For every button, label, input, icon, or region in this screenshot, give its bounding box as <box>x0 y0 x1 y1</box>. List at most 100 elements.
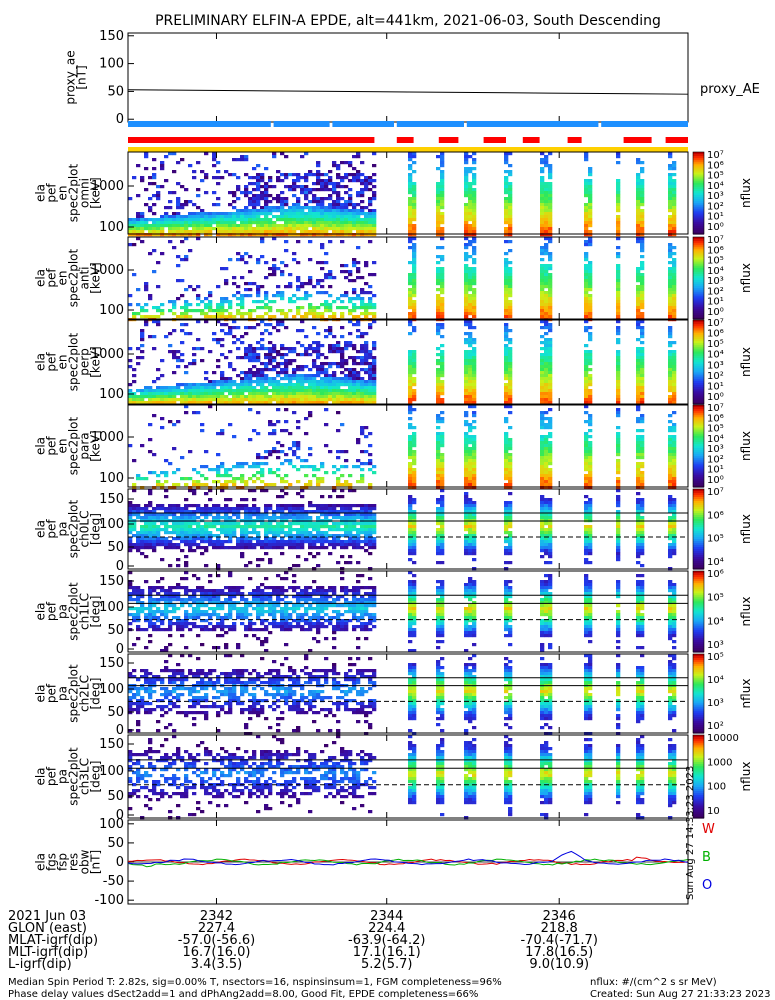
panel1-pixel <box>668 203 673 207</box>
panel2-pixel <box>472 267 477 271</box>
panel3-pixel <box>216 398 221 402</box>
panel5-pixel <box>132 522 137 526</box>
panel1-pixel <box>504 161 509 165</box>
panel5-pixel <box>132 510 137 514</box>
panel4-pixel <box>468 459 473 463</box>
panel2-pixel <box>548 294 553 298</box>
panel1-pixel <box>436 203 441 207</box>
panel5-pixel <box>192 528 197 532</box>
panel3-pixel <box>264 401 269 405</box>
panel3-pixel <box>336 401 341 405</box>
panel2-pixel <box>308 312 313 316</box>
panel3-pixel <box>212 392 217 396</box>
panel4-pixel <box>232 435 237 439</box>
panel4-pixel <box>252 465 257 469</box>
panel4-pixel <box>540 420 545 424</box>
panel5-pixel <box>272 534 277 538</box>
panel4-pixel <box>508 447 513 451</box>
panel5-pixel <box>268 525 273 529</box>
panel4-pixel <box>616 462 621 466</box>
panel1-pixel <box>224 215 229 219</box>
panel1-pixel <box>472 209 477 213</box>
panel4-colorbar-cell <box>693 407 704 410</box>
panel4-pixel <box>672 438 677 442</box>
panel3-pixel <box>360 398 365 402</box>
panel1-pixel <box>360 194 365 198</box>
panel4-pixel <box>588 474 593 478</box>
panel3-pixel <box>320 365 325 369</box>
panel1-pixel <box>172 152 177 156</box>
panel3-pixel <box>244 347 249 351</box>
panel3-pixel <box>248 356 253 360</box>
panel4-pixel <box>308 480 313 484</box>
panel2-pixel <box>636 312 641 316</box>
panel1-pixel <box>312 209 317 213</box>
panel2-pixel <box>504 276 509 280</box>
panel4-colorbar-cell <box>693 478 704 482</box>
panel1-pixel <box>328 182 333 186</box>
panel1-pixel <box>324 182 329 186</box>
panel3-pixel <box>128 398 133 402</box>
panel4-colorbar-label: 10⁶ <box>707 413 724 424</box>
panel3-pixel <box>256 392 261 396</box>
panel5-pixel <box>180 525 185 529</box>
panel1-pixel <box>616 197 621 201</box>
panel3-pixel <box>584 365 589 369</box>
panel3-pixel <box>540 356 545 360</box>
panel1-pixel <box>508 209 513 213</box>
panel1-pixel <box>616 152 621 156</box>
panel2-pixel <box>228 315 233 319</box>
panel1-pixel <box>156 224 161 228</box>
panel3-colorbar-cell <box>693 328 704 332</box>
panel2-pixel <box>220 297 225 301</box>
panel3-pixel <box>224 395 229 399</box>
panel2-colorbar-cell <box>693 292 704 295</box>
panel2-pixel <box>584 279 589 283</box>
panel2-pixel <box>548 303 553 307</box>
panel2-pixel <box>412 270 417 274</box>
panel1-pixel <box>472 167 477 171</box>
panel1-pixel <box>144 152 149 156</box>
panel2-pixel <box>264 294 269 298</box>
panel1-pixel <box>296 212 301 216</box>
panel4-pixel <box>268 420 273 424</box>
panel1-pixel <box>436 233 441 237</box>
panel3-pixel <box>352 362 357 366</box>
panel3-pixel <box>364 362 369 366</box>
panel1-pixel <box>264 200 269 204</box>
panel2-pixel <box>640 267 645 271</box>
panel1-pixel <box>232 200 237 204</box>
panel1-pixel <box>356 215 361 219</box>
panel2-pixel <box>224 300 229 304</box>
panel1-pixel <box>668 224 673 228</box>
panel3-pixel <box>544 359 549 363</box>
panel2-pixel <box>544 249 549 253</box>
panel2-pixel <box>468 303 473 307</box>
panel1-pixel <box>192 218 197 222</box>
panel4-pixel <box>472 474 477 478</box>
panel3-pixel <box>148 335 153 339</box>
panel1-pixel <box>272 185 277 189</box>
panel5-pixel <box>276 495 281 499</box>
panel4-pixel <box>540 471 545 475</box>
panel4-pixel <box>672 435 677 439</box>
panel1-pixel <box>588 203 593 207</box>
panel3-pixel <box>328 380 333 384</box>
panel5-pixel <box>172 510 177 514</box>
panel3-pixel <box>364 395 369 399</box>
panel1-pixel <box>196 221 201 225</box>
panel2-pixel <box>640 303 645 307</box>
panel1-pixel <box>436 194 441 198</box>
panel3-pixel <box>672 386 677 390</box>
panel1-pixel <box>368 176 373 180</box>
panel4-pixel <box>132 459 137 463</box>
panel2-colorbar-label: 10⁶ <box>707 245 724 256</box>
panel3-pixel <box>324 329 329 333</box>
panel2-pixel <box>224 282 229 286</box>
panel3-pixel <box>232 392 237 396</box>
panel5-pixel <box>168 513 173 517</box>
panel2-pixel <box>160 252 165 256</box>
panel1-pixel <box>272 197 277 201</box>
panel4-pixel <box>668 462 673 466</box>
panel4-pixel <box>232 483 237 487</box>
